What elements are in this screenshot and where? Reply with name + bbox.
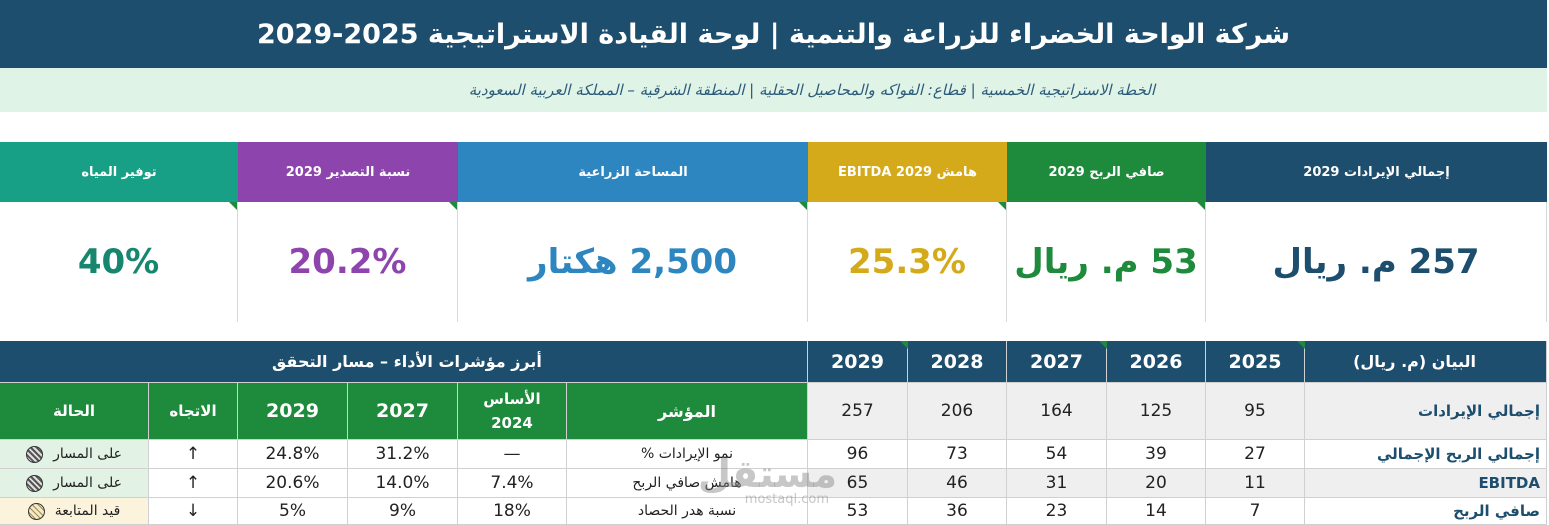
table-cell: 95 (1206, 383, 1305, 440)
table-cell: 125 (1107, 383, 1206, 440)
on-track-icon (26, 474, 44, 492)
cell-marker-icon (1197, 202, 1205, 210)
table-cell: 36 (908, 498, 1007, 525)
status-label: قيد المتابعة (54, 503, 121, 519)
on-track-icon (26, 445, 44, 463)
kpi-net-profit-label: صافي الربح 2029 (1007, 142, 1206, 202)
kpi-row-base: 7.4% (458, 469, 567, 498)
kpi-row-2029: 20.6% (238, 469, 348, 498)
trend-up-icon: ↑ (149, 440, 238, 469)
kpi-water-card: 40% (0, 202, 238, 322)
cell-marker-icon (1297, 341, 1305, 349)
row-label-revenue: إجمالي الإيرادات (1305, 383, 1547, 440)
table-cell: 23 (1007, 498, 1107, 525)
kpi-table-title-text: أبرز مؤشرات الأداء – مسار التحقق (272, 352, 542, 371)
year-header: 2028 (908, 341, 1007, 383)
kpi-row-base: 18% (458, 498, 567, 525)
table-cell: 65 (808, 469, 908, 498)
col-header-indicator: المؤشر (567, 383, 808, 440)
col-header-trend: الاتجاه (149, 383, 238, 440)
status-label: على المسار (53, 446, 122, 462)
kpi-water-value: 40% (77, 242, 160, 282)
kpi-revenue-label: إجمالي الإيرادات 2029 (1206, 142, 1547, 202)
cell-marker-icon (449, 202, 457, 210)
watermark-logo: مستقل (698, 452, 837, 496)
row-label-ebitda: EBITDA (1305, 469, 1547, 498)
trend-down-icon: ↓ (149, 498, 238, 525)
table-cell: 14 (1107, 498, 1206, 525)
cell-marker-icon (1099, 341, 1107, 349)
kpi-ebitda-value: 25.3% (848, 242, 966, 282)
kpi-row-2027: 31.2% (348, 440, 458, 469)
cell-marker-icon (900, 341, 908, 349)
kpi-area-label: المساحة الزراعية (458, 142, 808, 202)
year-header: 2025 (1206, 341, 1305, 383)
row-label-net-profit: صافي الربح (1305, 498, 1547, 525)
cell-marker-icon (998, 202, 1006, 210)
cell-marker-icon (229, 202, 237, 210)
dashboard-subtitle: الخطة الاستراتيجية الخمسية | قطاع: الفوا… (0, 68, 1547, 112)
kpi-row-2029: 5% (238, 498, 348, 525)
table-cell: 54 (1007, 440, 1107, 469)
col-header-status: الحالة (0, 383, 149, 440)
kpi-row-2027: 9% (348, 498, 458, 525)
table-cell: 206 (908, 383, 1007, 440)
table-cell: 7 (1206, 498, 1305, 525)
col-header-2027: 2027 (348, 383, 458, 440)
kpi-row-2029: 24.8% (238, 440, 348, 469)
kpi-row-2027: 14.0% (348, 469, 458, 498)
table-cell: 73 (908, 440, 1007, 469)
year-header: 2027 (1007, 341, 1107, 383)
kpi-export-label: نسبة التصدير 2029 (238, 142, 458, 202)
table-cell: 257 (808, 383, 908, 440)
status-label: على المسار (53, 475, 122, 491)
year-header: 2029 (808, 341, 908, 383)
kpi-area-value: 2,500 هكتار (528, 242, 737, 282)
kpi-table-title: أبرز مؤشرات الأداء – مسار التحقق (0, 341, 808, 383)
kpi-export-card: 20.2% (238, 202, 458, 322)
dashboard-title: شركة الواحة الخضراء للزراعة والتنمية | ل… (0, 0, 1547, 68)
table-cell: 39 (1107, 440, 1206, 469)
kpi-revenue-card: 257 م. ريال (1206, 202, 1547, 322)
table-cell: 11 (1206, 469, 1305, 498)
kpi-export-value: 20.2% (288, 242, 407, 282)
kpi-net-profit-value: 53 م. ريال (1014, 242, 1198, 282)
watermark-url: mostaql.com (744, 492, 829, 507)
status-badge: على المسار (0, 469, 149, 498)
kpi-water-label: توفير المياه (0, 142, 238, 202)
status-badge: قيد المتابعة (0, 498, 149, 525)
col-header-2029: 2029 (238, 383, 348, 440)
status-badge: على المسار (0, 440, 149, 469)
monitoring-icon (27, 502, 45, 520)
kpi-net-profit-card: 53 م. ريال (1007, 202, 1206, 322)
table-cell: 27 (1206, 440, 1305, 469)
kpi-ebitda-label: هامش EBITDA 2029 (808, 142, 1007, 202)
kpi-row-base: — (458, 440, 567, 469)
col-header-base: الأساس 2024 (458, 383, 567, 440)
kpi-revenue-value: 257 م. ريال (1272, 242, 1480, 282)
table-cell: 31 (1007, 469, 1107, 498)
kpi-ebitda-card: 25.3% (808, 202, 1007, 322)
table-cell: 20 (1107, 469, 1206, 498)
financial-table-label-header: البيان (م. ريال) (1305, 341, 1547, 383)
table-cell: 96 (808, 440, 908, 469)
trend-up-icon: ↑ (149, 469, 238, 498)
kpi-area-card: 2,500 هكتار (458, 202, 808, 322)
cell-marker-icon (799, 202, 807, 210)
kpi-row-indicator: هامش صافي الربح (567, 469, 808, 498)
table-cell: 164 (1007, 383, 1107, 440)
kpi-row-indicator: نمو الإيرادات % (567, 440, 808, 469)
table-cell: 46 (908, 469, 1007, 498)
row-label-gross-profit: إجمالي الربح الإجمالي (1305, 440, 1547, 469)
year-header: 2026 (1107, 341, 1206, 383)
